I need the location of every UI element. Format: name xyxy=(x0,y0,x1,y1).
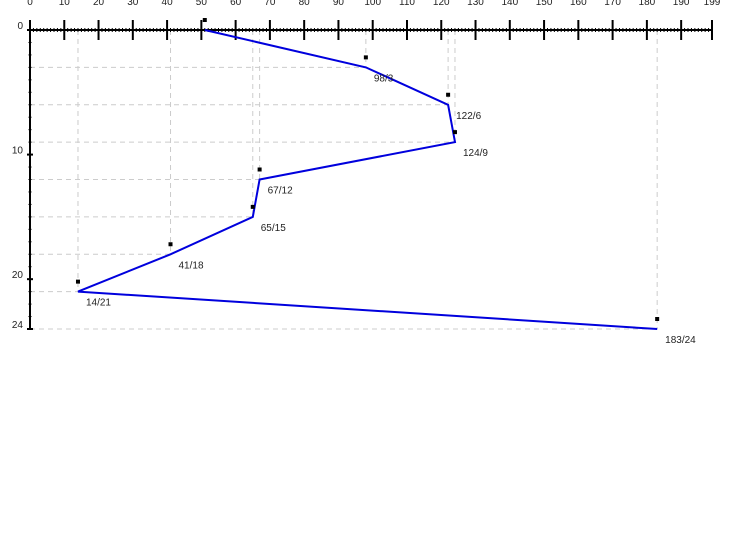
x-tick-label-30: 30 xyxy=(127,0,139,8)
y-tick-label-20: 20 xyxy=(12,270,24,281)
x-tick-label-50: 50 xyxy=(196,0,208,8)
x-tick-label-190: 190 xyxy=(673,0,690,8)
x-tick-label-60: 60 xyxy=(230,0,242,8)
series-line xyxy=(77,29,658,330)
x-tick-label-120: 120 xyxy=(433,0,450,8)
point-label-4: 67/12 xyxy=(268,186,293,197)
x-tick-label-170: 170 xyxy=(604,0,621,8)
x-tick-label-150: 150 xyxy=(536,0,553,8)
point-marker-4 xyxy=(257,167,262,172)
marker-group xyxy=(75,18,660,321)
point-marker-0 xyxy=(202,18,207,22)
y-tick-label-24: 24 xyxy=(12,320,24,331)
point-marker-2 xyxy=(446,92,451,97)
point-label-3: 124/9 xyxy=(463,148,488,159)
point-label-1: 98/3 xyxy=(374,73,394,84)
x-tick-label-160: 160 xyxy=(570,0,587,8)
x-tick-label-40: 40 xyxy=(162,0,174,8)
point-marker-1 xyxy=(363,55,368,60)
point-label-2: 122/6 xyxy=(456,111,481,122)
point-label-8: 183/24 xyxy=(665,335,696,346)
x-tick-label-90: 90 xyxy=(333,0,345,8)
x-tick-label-0: 0 xyxy=(27,0,33,8)
label-group: 98/3 122/6 124/9 67/12 65/15 41/18 14/21 183/24 xyxy=(86,73,696,346)
x-tick-label-100: 100 xyxy=(364,0,381,8)
x-tick-label-180: 180 xyxy=(639,0,656,8)
x-tick-label-110: 110 xyxy=(399,0,415,8)
guide-lines xyxy=(30,29,658,330)
point-marker-8 xyxy=(655,317,660,321)
point-label-6: 41/18 xyxy=(179,260,204,271)
y-tick-label-0: 0 xyxy=(17,21,23,32)
point-marker-5 xyxy=(250,204,255,209)
y-tick-label-10: 10 xyxy=(12,146,24,157)
x-tick-label-130: 130 xyxy=(467,0,484,8)
point-label-5: 65/15 xyxy=(261,223,286,234)
x-tick-label-140: 140 xyxy=(501,0,518,8)
x-tick-label-80: 80 xyxy=(299,0,311,8)
x-tick-label-20: 20 xyxy=(93,0,105,8)
x-axis: 0 10 20 30 40 50 60 70 80 90 100 110 120 130 140 150 160… xyxy=(27,0,721,40)
point-marker-3 xyxy=(452,130,457,135)
x-tick-label-70: 70 xyxy=(264,0,276,8)
point-marker-7 xyxy=(75,279,80,284)
point-label-7: 14/21 xyxy=(86,298,111,309)
y-axis: 0 10 20 24 xyxy=(12,21,33,331)
x-tick-label-10: 10 xyxy=(59,0,71,8)
series-group xyxy=(77,29,658,330)
x-tick-label-199: 199 xyxy=(704,0,721,8)
point-marker-6 xyxy=(168,242,173,247)
